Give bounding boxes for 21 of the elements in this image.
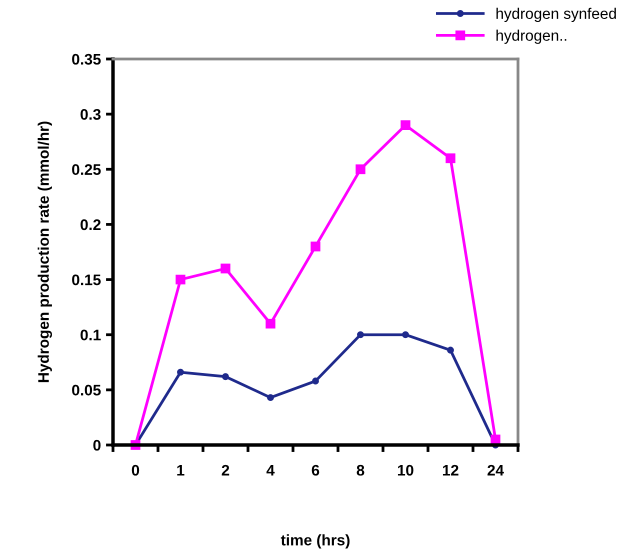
x-tick-label: 12 <box>442 464 458 476</box>
legend-label: hydrogen.. <box>496 30 566 44</box>
x-tick-label: 1 <box>177 465 184 476</box>
x-tick-label: 10 <box>398 464 414 476</box>
y-tick-label: 0.3 <box>80 109 101 120</box>
y-axis-title: Hydrogen production rate (mmol/hr) <box>38 122 52 382</box>
y-tick-label: 0.2 <box>80 219 101 230</box>
y-tick-label: 0.35 <box>72 54 101 65</box>
y-tick-label: 0.05 <box>72 384 101 396</box>
x-tick-label: 0 <box>132 464 140 476</box>
x-tick-label: 8 <box>356 464 364 476</box>
x-tick-label: 2 <box>222 464 230 476</box>
x-tick-label: 4 <box>266 465 275 476</box>
y-tick-label: 0.1 <box>80 330 101 340</box>
y-tick-label: 0.15 <box>72 274 101 286</box>
y-tick-label: 0 <box>93 440 101 451</box>
y-tick-label: 0.25 <box>72 164 101 175</box>
x-axis-title: time (hrs) <box>280 534 350 548</box>
x-tick-label: 6 <box>312 464 320 476</box>
x-tick-label: 24 <box>488 464 504 476</box>
legend-label: hydrogen synfeed <box>496 8 616 22</box>
